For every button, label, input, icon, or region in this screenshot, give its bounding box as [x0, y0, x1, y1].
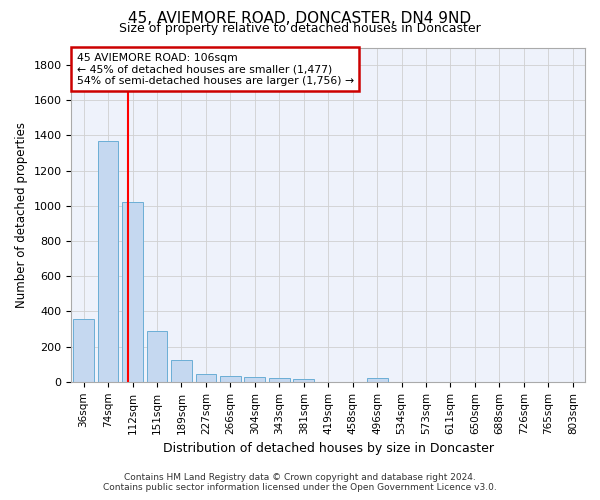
Text: 45 AVIEMORE ROAD: 106sqm
← 45% of detached houses are smaller (1,477)
54% of sem: 45 AVIEMORE ROAD: 106sqm ← 45% of detach… — [77, 52, 353, 86]
Bar — [98, 141, 118, 382]
Bar — [196, 374, 217, 382]
Bar — [73, 320, 94, 382]
Bar — [122, 202, 143, 382]
Bar — [146, 331, 167, 382]
Bar — [293, 379, 314, 382]
Bar — [367, 378, 388, 382]
Text: 45, AVIEMORE ROAD, DONCASTER, DN4 9ND: 45, AVIEMORE ROAD, DONCASTER, DN4 9ND — [128, 11, 472, 26]
Y-axis label: Number of detached properties: Number of detached properties — [15, 122, 28, 308]
Bar — [220, 376, 241, 382]
Bar — [171, 360, 192, 382]
Text: Contains HM Land Registry data © Crown copyright and database right 2024.
Contai: Contains HM Land Registry data © Crown c… — [103, 473, 497, 492]
Bar — [269, 378, 290, 382]
X-axis label: Distribution of detached houses by size in Doncaster: Distribution of detached houses by size … — [163, 442, 494, 455]
Text: Size of property relative to detached houses in Doncaster: Size of property relative to detached ho… — [119, 22, 481, 35]
Bar — [244, 377, 265, 382]
